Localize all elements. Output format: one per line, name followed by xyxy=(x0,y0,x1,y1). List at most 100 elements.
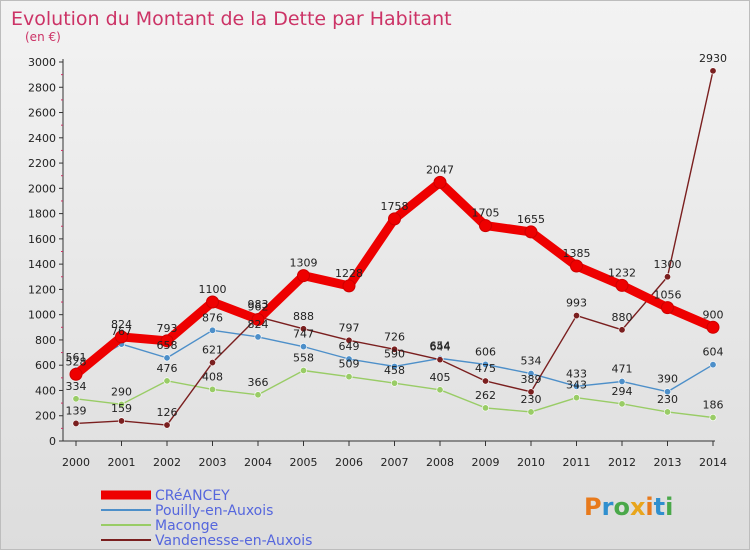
data-label-pouilly-en-auxois: 604 xyxy=(703,346,724,359)
data-point-vandenesse-en-auxois xyxy=(345,336,353,344)
data-label-maconge: 186 xyxy=(703,399,724,412)
data-point-vandenesse-en-auxois xyxy=(209,359,217,367)
data-point-vandenesse-en-auxois xyxy=(709,67,717,75)
data-label-pouilly-en-auxois: 433 xyxy=(566,367,587,380)
data-point-cr-ancey xyxy=(570,259,583,273)
x-tick-label: 2008 xyxy=(426,456,454,469)
y-tick-label: 200 xyxy=(35,410,56,423)
data-label-pouilly-en-auxois: 649 xyxy=(339,340,360,353)
data-label-vandenesse-en-auxois: 2930 xyxy=(699,52,727,65)
data-label-maconge: 405 xyxy=(430,371,451,384)
chart-title: Evolution du Montant de la Dette par Hab… xyxy=(11,8,452,30)
data-label-cr-ancey: 1100 xyxy=(199,283,227,296)
data-label-pouilly-en-auxois: 824 xyxy=(248,318,269,331)
y-tick-group: 0 200 400 600 800 1000 1200 1400 1600 1800 2000 220… xyxy=(28,56,63,448)
data-label-vandenesse-en-auxois: 644 xyxy=(430,341,451,354)
unit-label: (en €) xyxy=(25,30,61,44)
data-label-vandenesse-en-auxois: 726 xyxy=(384,330,405,343)
data-label-vandenesse-en-auxois: 159 xyxy=(111,402,132,415)
data-point-vandenesse-en-auxois xyxy=(163,421,171,429)
data-label-vandenesse-en-auxois: 475 xyxy=(475,362,496,375)
proxiti-logo: Proxiti xyxy=(584,493,673,521)
data-label-vandenesse-en-auxois: 797 xyxy=(339,321,360,334)
data-label-maconge: 343 xyxy=(566,379,587,392)
y-tick-label: 3000 xyxy=(28,56,56,69)
data-point-maconge xyxy=(618,400,626,408)
data-label-cr-ancey: 528 xyxy=(66,355,87,368)
data-label-vandenesse-en-auxois: 993 xyxy=(566,297,587,310)
y-tick-label: 1200 xyxy=(28,283,56,296)
data-point-vandenesse-en-auxois xyxy=(436,356,444,364)
x-tick-label: 2002 xyxy=(153,456,181,469)
data-point-vandenesse-en-auxois xyxy=(572,312,580,320)
data-point-cr-ancey xyxy=(388,212,401,226)
x-tick-label: 2000 xyxy=(62,456,90,469)
data-label-pouilly-en-auxois: 390 xyxy=(657,373,678,386)
data-label-cr-ancey: 1758 xyxy=(381,200,409,213)
data-point-maconge xyxy=(299,367,307,375)
x-tick-label: 2014 xyxy=(699,456,727,469)
data-point-vandenesse-en-auxois xyxy=(663,273,671,281)
data-label-cr-ancey: 1655 xyxy=(517,213,545,226)
y-tick-label: 600 xyxy=(35,359,56,372)
data-label-vandenesse-en-auxois: 389 xyxy=(521,373,542,386)
data-point-pouilly-en-auxois xyxy=(527,370,535,378)
y-tick-label: 800 xyxy=(35,334,56,347)
legend-label-maconge: Maconge xyxy=(155,518,218,534)
data-point-maconge xyxy=(572,394,580,402)
x-tick-group: 2000 2001 2002 2003 2004 2005 2006 2007 2008 2009… xyxy=(62,441,727,469)
data-point-pouilly-en-auxois xyxy=(163,354,171,362)
data-label-maconge: 290 xyxy=(111,385,132,398)
legend-label-pouilly-en-auxois: Pouilly-en-Auxois xyxy=(155,503,273,519)
data-point-cr-ancey xyxy=(251,312,265,326)
y-tick-label: 0 xyxy=(49,435,56,448)
x-tick-label: 2005 xyxy=(290,456,318,469)
y-tick-label: 400 xyxy=(35,384,56,397)
data-point-vandenesse-en-auxois xyxy=(481,377,489,385)
data-point-cr-ancey xyxy=(69,367,83,381)
data-label-maconge: 509 xyxy=(339,358,360,371)
data-point-cr-ancey xyxy=(479,219,492,233)
data-point-cr-ancey xyxy=(342,279,356,293)
data-point-cr-ancey xyxy=(433,175,447,189)
data-point-maconge xyxy=(72,395,80,403)
data-label-maconge: 408 xyxy=(202,370,223,383)
data-label-pouilly-en-auxois: 471 xyxy=(612,362,633,375)
data-point-maconge xyxy=(163,377,171,385)
data-label-cr-ancey: 1232 xyxy=(608,266,636,279)
data-point-maconge xyxy=(345,373,353,381)
data-point-maconge xyxy=(663,408,671,416)
x-tick-label: 2007 xyxy=(381,456,409,469)
data-label-maconge: 366 xyxy=(248,376,269,389)
y-tick-label: 1600 xyxy=(28,233,56,246)
data-point-pouilly-en-auxois xyxy=(254,333,262,341)
data-label-vandenesse-en-auxois: 983 xyxy=(248,298,269,311)
data-label-pouilly-en-auxois: 561 xyxy=(66,351,87,364)
data-label-cr-ancey: 824 xyxy=(111,318,132,331)
data-point-pouilly-en-auxois xyxy=(618,377,626,385)
data-label-cr-ancey: 2047 xyxy=(426,163,454,176)
data-label-maconge: 262 xyxy=(475,389,496,402)
data-label-vandenesse-en-auxois: 1300 xyxy=(654,258,682,271)
data-label-pouilly-en-auxois: 534 xyxy=(521,355,542,368)
y-tick-label: 2200 xyxy=(28,157,56,170)
data-point-vandenesse-en-auxois xyxy=(299,325,307,333)
data-label-pouilly-en-auxois: 767 xyxy=(111,325,132,338)
data-label-pouilly-en-auxois: 658 xyxy=(157,339,178,352)
data-label-cr-ancey: 1705 xyxy=(472,207,500,220)
data-point-maconge xyxy=(118,400,126,408)
data-label-maconge: 458 xyxy=(384,364,405,377)
x-tick-label: 2004 xyxy=(244,456,272,469)
data-label-group: 561 767 658 876 824 747 649 590 654 606 534 433 471 3… xyxy=(66,52,728,419)
data-label-vandenesse-en-auxois: 880 xyxy=(612,311,633,324)
data-point-cr-ancey xyxy=(160,334,174,348)
data-label-cr-ancey: 793 xyxy=(157,322,178,335)
data-point-pouilly-en-auxois xyxy=(345,355,353,363)
data-point-cr-ancey xyxy=(297,269,310,283)
data-point-pouilly-en-auxois xyxy=(572,382,580,390)
data-point-cr-ancey xyxy=(115,330,128,344)
data-label-maconge: 334 xyxy=(66,380,87,393)
x-tick-label: 2003 xyxy=(199,456,227,469)
data-point-cr-ancey xyxy=(706,320,720,334)
